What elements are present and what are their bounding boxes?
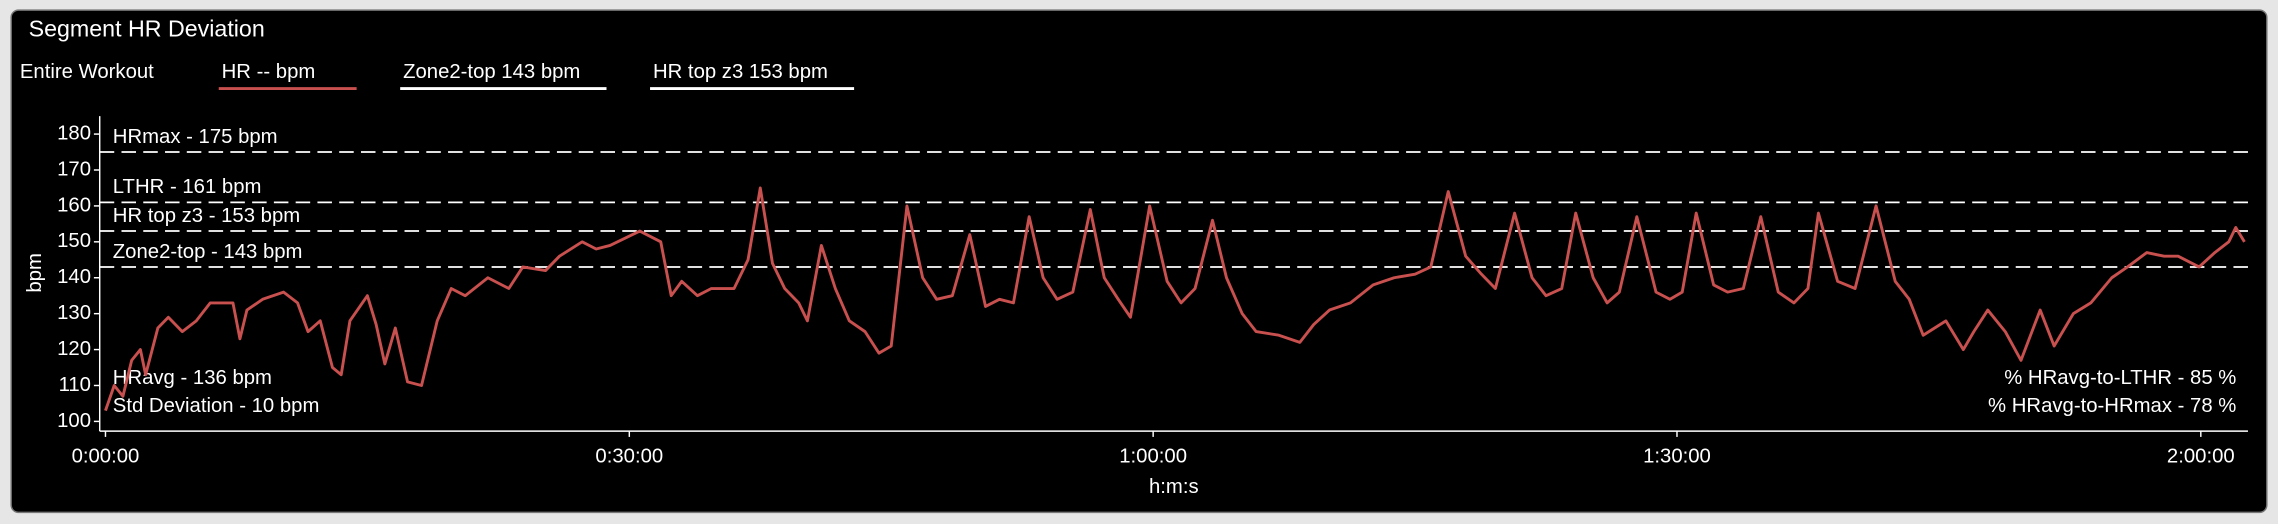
y-tick-label: 140 xyxy=(57,266,91,288)
reference-label: HRmax - 175 bpm xyxy=(113,126,278,148)
chart-title: Segment HR Deviation xyxy=(29,16,265,42)
y-tick-label: 150 xyxy=(57,230,91,252)
legend-label: HR top z3 153 bpm xyxy=(653,61,828,83)
y-tick-label: 120 xyxy=(57,338,91,360)
x-tick-label: 0:00:00 xyxy=(72,446,140,468)
y-axis-label: bpm xyxy=(24,253,46,293)
annotation: % HRavg-to-HRmax - 78 % xyxy=(1988,395,2236,417)
legend-title: Entire Workout xyxy=(20,61,154,83)
y-tick-label: 160 xyxy=(57,194,91,216)
legend-label: Zone2-top 143 bpm xyxy=(403,61,580,83)
annotation: Std Deviation - 10 bpm xyxy=(113,395,320,417)
annotation: % HRavg-to-LTHR - 85 % xyxy=(2004,367,2236,389)
y-tick-label: 180 xyxy=(57,122,91,144)
x-tick-label: 1:30:00 xyxy=(1643,446,1711,468)
hr-line xyxy=(104,186,2246,412)
y-tick-label: 170 xyxy=(57,158,91,180)
y-tick-label: 130 xyxy=(57,302,91,324)
reference-label: HR top z3 - 153 bpm xyxy=(113,205,300,227)
x-tick-label: 2:00:00 xyxy=(2167,446,2235,468)
y-tick-label: 110 xyxy=(59,374,91,396)
x-tick-label: 0:30:00 xyxy=(595,446,663,468)
reference-label: Zone2-top - 143 bpm xyxy=(113,241,303,263)
reference-label: LTHR - 161 bpm xyxy=(113,176,262,198)
x-tick-label: 1:00:00 xyxy=(1119,446,1187,468)
legend-label: HR -- bpm xyxy=(222,61,316,83)
annotation: HRavg - 136 bpm xyxy=(113,367,272,389)
x-axis-label: h:m:s xyxy=(1149,476,1199,498)
y-tick-label: 100 xyxy=(57,410,91,432)
